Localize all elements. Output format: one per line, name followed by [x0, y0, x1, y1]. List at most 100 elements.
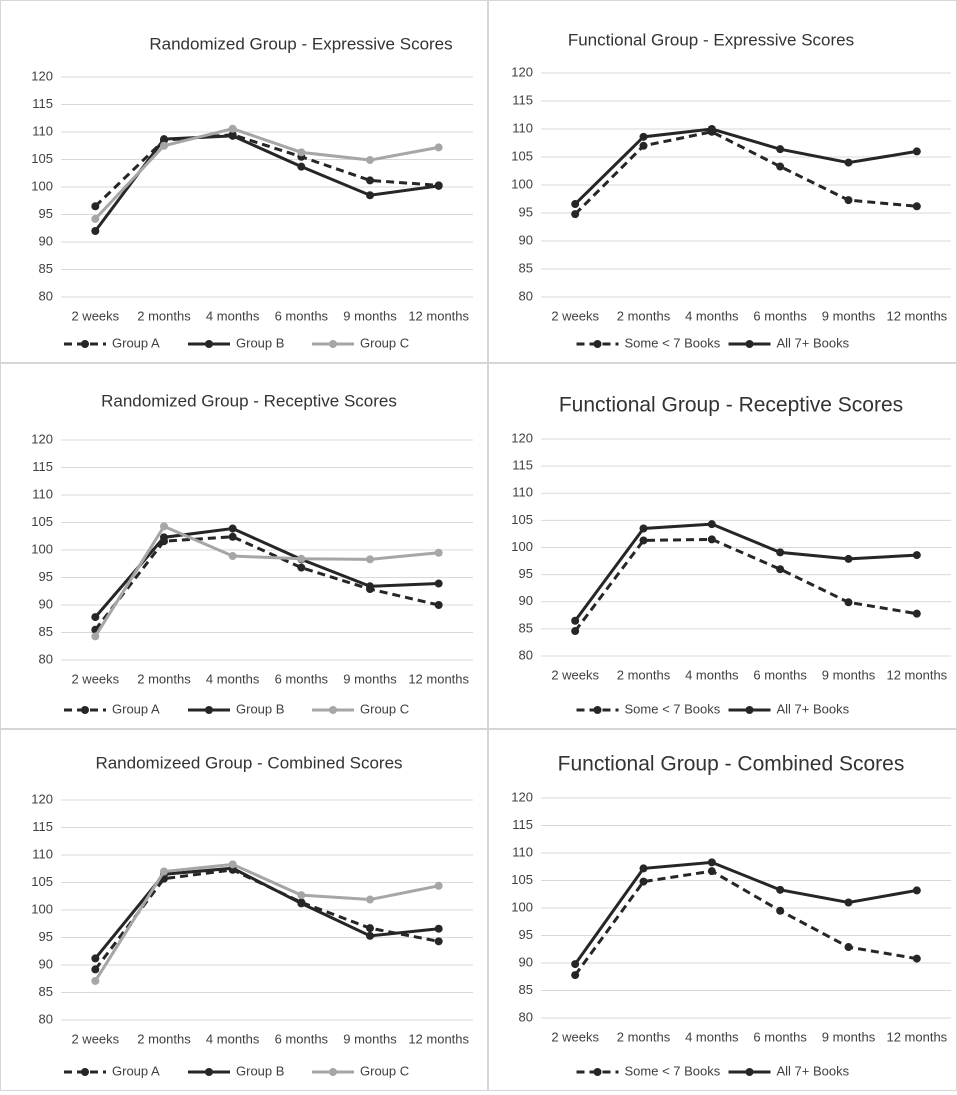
legend-item: Some < 7 Books	[576, 1063, 721, 1078]
data-point	[639, 524, 648, 533]
data-point	[434, 548, 443, 557]
x-tick-label: 12 months	[886, 1029, 947, 1044]
x-tick-label: 2 months	[137, 671, 191, 686]
legend-label: Group A	[112, 1063, 160, 1078]
data-point	[228, 860, 237, 869]
y-tick-label: 110	[32, 486, 53, 501]
data-point	[707, 125, 716, 133]
data-point	[776, 548, 785, 557]
data-point	[91, 954, 100, 963]
legend-marker	[745, 706, 754, 714]
legend-marker	[205, 340, 213, 348]
legend-marker	[593, 1068, 602, 1076]
x-tick-label: 2 months	[617, 667, 671, 682]
x-tick-label: 6 months	[275, 1031, 329, 1046]
chart-title: Randomizeed Group - Combined Scores	[95, 753, 402, 772]
x-tick-label: 4 months	[685, 667, 739, 682]
data-point	[571, 616, 580, 625]
chart: Randomizeed Group - Combined Scores 80 85 9…	[31, 753, 473, 1078]
chart: Functional Group - Expressive Scores 80 85…	[511, 30, 951, 350]
y-tick-label: 105	[31, 151, 53, 166]
series-line	[573, 522, 917, 622]
data-point	[366, 924, 374, 933]
legend-item: Some < 7 Books	[576, 701, 721, 716]
data-point	[160, 522, 168, 531]
y-tick-label: 110	[512, 844, 533, 859]
chart-panel: Randomized Group - Receptive Scores 80 85 9…	[0, 363, 488, 729]
legend-label: Group C	[360, 335, 409, 350]
data-point	[297, 554, 306, 563]
y-tick-label: 90	[39, 956, 53, 971]
y-tick-label: 90	[519, 232, 533, 247]
x-tick-label: 2 weeks	[551, 667, 599, 682]
y-tick-label: 115	[512, 92, 533, 107]
legend-label: Some < 7 Books	[625, 1063, 721, 1078]
y-tick-label: 90	[519, 954, 533, 969]
y-tick-label: 105	[511, 148, 533, 163]
y-tick-label: 120	[511, 789, 533, 804]
x-tick-label: 2 weeks	[71, 308, 119, 323]
data-point	[91, 632, 100, 641]
y-tick-label: 85	[39, 624, 53, 639]
x-tick-label: 9 months	[822, 1029, 876, 1044]
x-tick-label: 2 weeks	[71, 1031, 119, 1046]
y-tick-label: 115	[32, 459, 53, 474]
chart-panel: Functional Group - Expressive Scores 80 85…	[488, 0, 957, 363]
y-tick-label: 115	[512, 817, 533, 832]
data-point	[228, 524, 237, 533]
x-tick-label: 9 months	[343, 308, 397, 323]
y-tick-label: 115	[32, 819, 53, 834]
y-tick-label: 85	[519, 620, 533, 635]
x-tick-label: 6 months	[753, 308, 807, 323]
y-tick-label: 110	[32, 123, 53, 138]
data-point	[160, 867, 168, 876]
series-line	[94, 535, 440, 631]
x-tick-label: 6 months	[753, 667, 807, 682]
data-point	[639, 132, 648, 141]
series-line	[574, 127, 918, 206]
legend-item: Group A	[64, 1063, 160, 1078]
data-point	[366, 931, 374, 940]
data-point	[228, 552, 237, 561]
legend-label: Group C	[360, 1063, 409, 1078]
data-point	[160, 141, 168, 150]
data-point	[639, 877, 648, 886]
legend-marker	[205, 706, 213, 714]
x-tick-label: 9 months	[822, 308, 876, 323]
y-tick-label: 100	[31, 178, 53, 193]
data-point	[228, 124, 237, 133]
legend-marker	[81, 340, 89, 348]
legend-item: Some < 7 Books	[576, 335, 721, 350]
series-line	[94, 524, 439, 638]
y-tick-label: 115	[512, 458, 533, 473]
data-point	[776, 565, 785, 574]
x-tick-label: 4 months	[685, 1029, 739, 1044]
series-line	[573, 537, 918, 632]
chart: Randomized Group - Receptive Scores 80 85 9…	[31, 391, 473, 716]
series-line	[573, 869, 918, 976]
x-tick-label: 12 months	[408, 1031, 469, 1046]
legend-marker	[329, 1068, 337, 1076]
legend-label: Group B	[236, 1063, 284, 1078]
y-tick-label: 80	[39, 288, 53, 303]
x-tick-label: 9 months	[343, 1031, 397, 1046]
legend-marker	[745, 1068, 754, 1076]
y-tick-label: 85	[39, 984, 53, 999]
x-tick-label: 2 months	[137, 308, 191, 323]
x-tick-label: 2 weeks	[551, 1029, 599, 1044]
legend-item: Group C	[312, 335, 409, 350]
data-point	[571, 210, 580, 219]
legend-marker	[329, 340, 337, 348]
y-tick-label: 85	[519, 982, 533, 997]
series-line	[94, 127, 439, 220]
x-tick-label: 12 months	[408, 308, 469, 323]
series-line	[94, 133, 439, 208]
data-point	[434, 601, 443, 609]
legend-marker	[205, 1068, 213, 1076]
data-point	[434, 937, 443, 946]
data-point	[707, 858, 716, 867]
series-line	[94, 866, 439, 960]
legend-item: All 7+ Books	[728, 701, 850, 716]
data-point	[434, 579, 443, 588]
